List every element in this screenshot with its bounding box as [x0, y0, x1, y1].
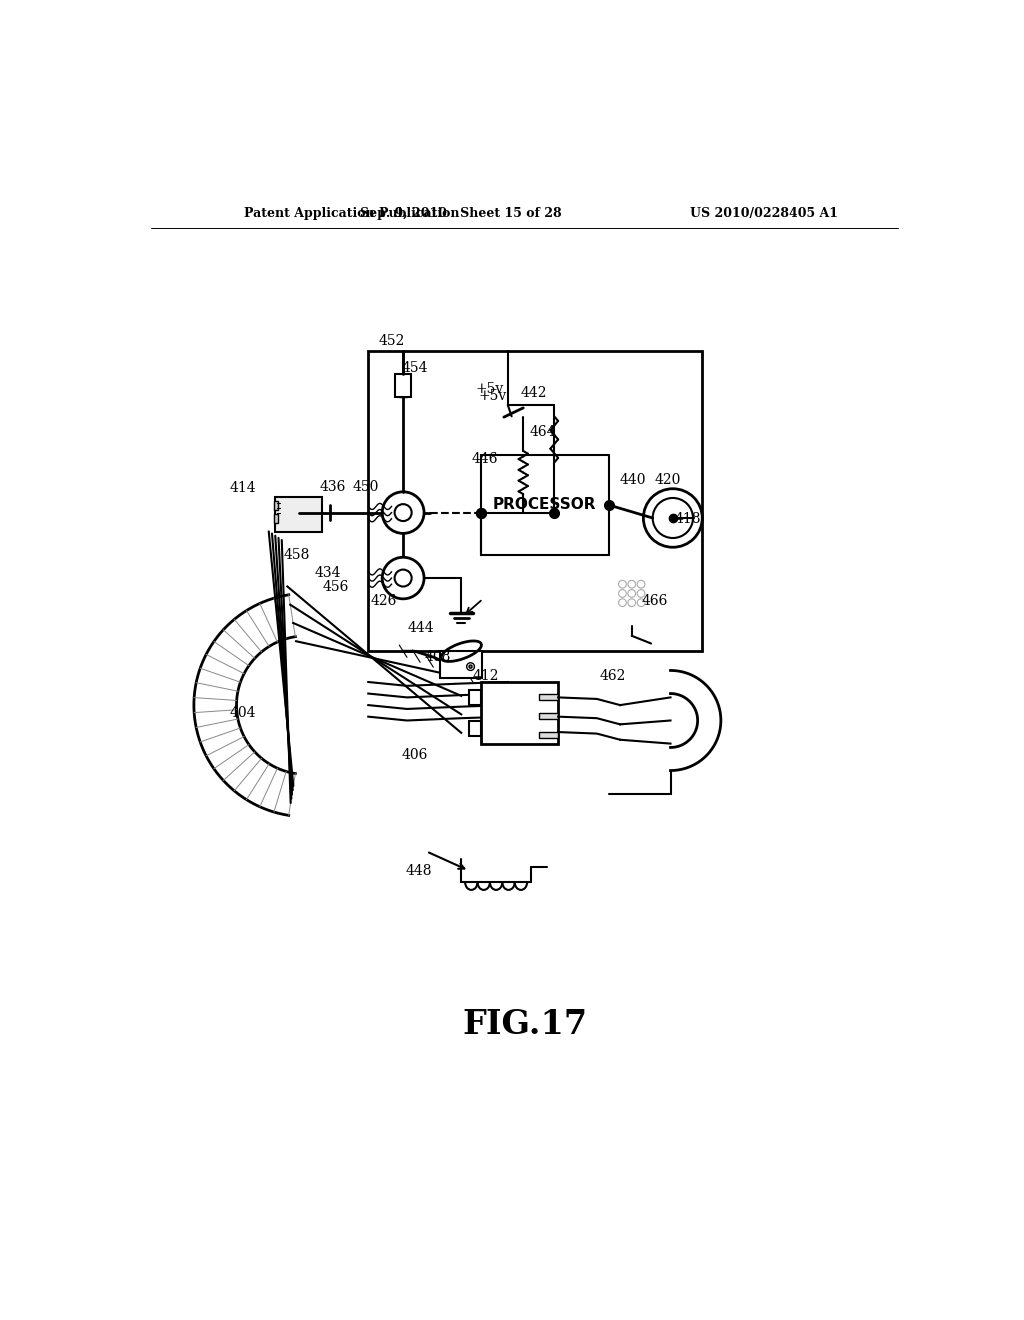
Circle shape	[599, 561, 665, 626]
Circle shape	[618, 599, 627, 607]
Text: 450: 450	[352, 480, 379, 494]
Bar	[439, 651, 482, 678]
Bar	[480, 455, 608, 554]
Circle shape	[394, 570, 412, 586]
Text: 440: 440	[621, 474, 646, 487]
Text: 452: 452	[378, 334, 404, 348]
Text: 414: 414	[229, 480, 256, 495]
Bar	[369, 351, 701, 651]
Bar	[469, 721, 480, 737]
Circle shape	[628, 590, 636, 597]
Text: 404: 404	[229, 706, 256, 719]
Circle shape	[382, 557, 424, 599]
Text: Patent Application Publication: Patent Application Publication	[245, 207, 460, 220]
Bar	[273, 502, 278, 511]
Circle shape	[628, 581, 636, 589]
Circle shape	[382, 492, 424, 533]
Bar	[539, 733, 558, 738]
Text: 420: 420	[655, 474, 681, 487]
Text: FIG.17: FIG.17	[462, 1008, 588, 1041]
Circle shape	[637, 590, 645, 597]
Text: 444: 444	[408, 622, 434, 635]
Text: +5v: +5v	[475, 383, 503, 396]
Circle shape	[469, 665, 472, 668]
Bar	[480, 682, 558, 743]
Text: 458: 458	[284, 548, 310, 562]
Text: 462: 462	[599, 669, 626, 682]
Text: 406: 406	[401, 748, 428, 762]
Bar	[275, 498, 322, 532]
Circle shape	[467, 663, 474, 671]
Bar	[469, 689, 480, 705]
Circle shape	[652, 498, 693, 539]
Text: 408: 408	[425, 649, 452, 664]
Circle shape	[628, 599, 636, 607]
Bar	[273, 515, 278, 524]
Text: Sep. 9, 2010   Sheet 15 of 28: Sep. 9, 2010 Sheet 15 of 28	[360, 207, 562, 220]
Text: 434: 434	[314, 566, 341, 579]
Text: PROCESSOR: PROCESSOR	[493, 498, 596, 512]
Text: 456: 456	[323, 581, 349, 594]
Circle shape	[618, 581, 627, 589]
Text: 448: 448	[406, 863, 432, 878]
Circle shape	[637, 599, 645, 607]
Circle shape	[618, 590, 627, 597]
Text: +5v: +5v	[478, 388, 507, 403]
Bar	[395, 374, 411, 397]
Circle shape	[637, 581, 645, 589]
Bar	[539, 693, 558, 700]
Text: 446: 446	[471, 451, 498, 466]
Bar	[539, 713, 558, 719]
Text: 436: 436	[319, 480, 346, 494]
Text: 418: 418	[674, 512, 700, 525]
Circle shape	[610, 572, 653, 615]
Circle shape	[394, 504, 412, 521]
Text: 466: 466	[642, 594, 669, 609]
Text: 464: 464	[529, 425, 556, 438]
Text: 412: 412	[473, 669, 500, 682]
Circle shape	[643, 488, 702, 548]
Text: US 2010/0228405 A1: US 2010/0228405 A1	[689, 207, 838, 220]
Text: 442: 442	[520, 387, 547, 400]
Text: 454: 454	[401, 360, 428, 375]
Text: 426: 426	[371, 594, 397, 609]
